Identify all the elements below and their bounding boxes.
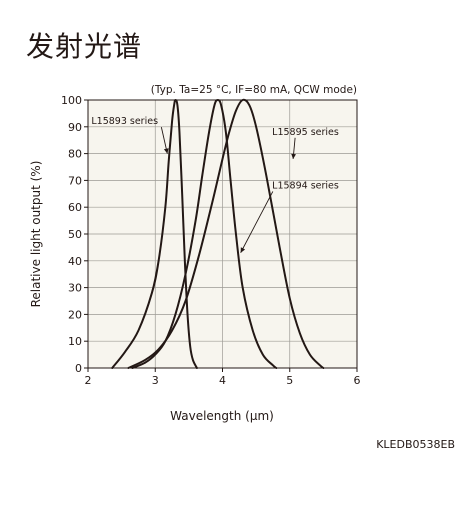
y-tick-label: 30 — [68, 282, 82, 295]
x-tick-label: 6 — [354, 374, 361, 387]
annotation-arrowhead — [163, 148, 169, 154]
measurement-conditions: (Typ. Ta=25 °C, IF=80 mA, QCW mode) — [151, 84, 357, 96]
y-tick-label: 60 — [68, 201, 82, 214]
y-tick-label: 80 — [68, 148, 82, 161]
series-lines — [111, 98, 325, 369]
annotation-arrowhead — [240, 247, 246, 253]
y-tick-label: 20 — [68, 308, 82, 321]
y-tick-label: 70 — [68, 174, 82, 187]
series-annotations: L15893 series L15895 series L15894 series — [91, 116, 339, 253]
series-label: L15895 series — [272, 127, 339, 138]
series-line-3 — [127, 98, 325, 369]
series-label: L15893 series — [91, 116, 158, 127]
x-tick-label: 4 — [219, 374, 226, 387]
series-line-1 — [111, 99, 198, 369]
x-tick-label: 3 — [152, 374, 159, 387]
annotation-leader-line — [240, 191, 274, 253]
plot-frame — [87, 99, 358, 369]
x-axis-label: Wavelength (µm) — [170, 409, 274, 423]
grid — [88, 100, 357, 368]
series-label: L15894 series — [272, 180, 339, 191]
y-tick-label: 100 — [61, 94, 82, 107]
y-tick-label: 40 — [68, 255, 82, 268]
page-title: 发射光谱 — [26, 30, 143, 63]
annotation-arrowhead — [291, 153, 296, 159]
y-tick-label: 90 — [68, 121, 82, 134]
figure-code: KLEDB0538EB — [376, 438, 455, 451]
y-axis-label: Relative light output (%) — [29, 161, 43, 308]
x-tick-label: 2 — [85, 374, 92, 387]
y-tick-label: 0 — [75, 362, 82, 375]
y-tick-label: 50 — [68, 228, 82, 241]
y-tick-label: 10 — [68, 335, 82, 348]
x-tick-label: 5 — [286, 374, 293, 387]
